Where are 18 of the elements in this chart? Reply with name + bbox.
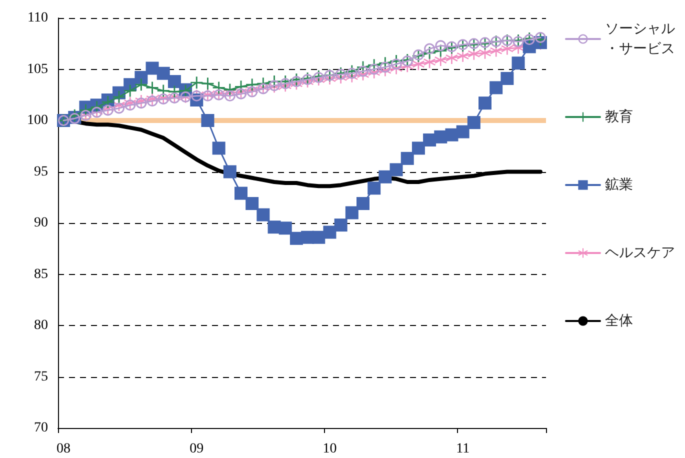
- y-tick-label: 70: [34, 420, 48, 436]
- y-tick-label: 90: [34, 216, 48, 230]
- x-tick-label: 10: [322, 442, 337, 456]
- legend-label: 全体: [605, 313, 633, 329]
- legend-label: 教育: [605, 108, 633, 125]
- y-tick-label: 105: [27, 62, 48, 77]
- y-tick-label: 75: [34, 369, 48, 384]
- x-tick-label: 09: [190, 442, 204, 456]
- x-tick-label: 11: [456, 442, 470, 456]
- y-tick-label: 110: [28, 10, 48, 26]
- x-tick-label: 08: [56, 442, 71, 456]
- y-tick-label: 95: [34, 164, 48, 180]
- legend-label: 鉱業: [605, 177, 633, 193]
- legend-label: ヘルスケア: [605, 245, 675, 261]
- legend-label: ソーシャル・サービス: [605, 21, 675, 57]
- y-tick-label: 100: [27, 113, 48, 128]
- y-tick-label: 85: [34, 266, 48, 282]
- y-tick-label: 80: [34, 318, 48, 333]
